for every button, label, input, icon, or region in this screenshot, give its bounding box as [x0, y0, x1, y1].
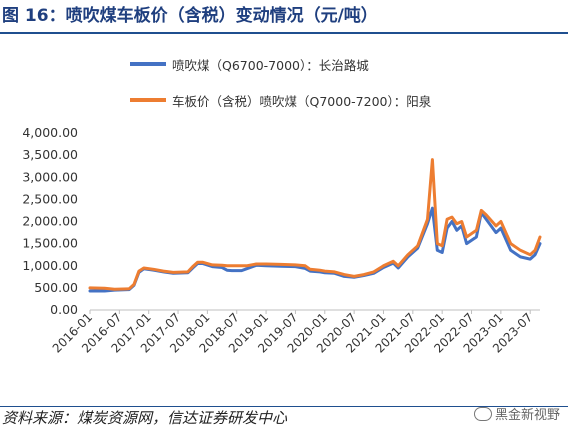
legend-label-series-1: 喷吹煤（Q6700-7000）：长治路城 [172, 57, 369, 73]
y-tick-label: 4,000.00 [22, 125, 78, 140]
source-note: 资料来源：煤炭资源网，信达证券研发中心 [2, 409, 288, 427]
y-tick-label: 2,500.00 [22, 191, 78, 206]
legend-item-series-2: 车板价（含税）喷吹煤（Q7000-7200）：阳泉 [130, 82, 431, 118]
y-tick-label: 3,500.00 [22, 147, 78, 162]
y-tick-label: 0.00 [50, 302, 78, 317]
line-chart: 0.00 500.00 1,000.00 1,500.00 2,000.00 2,500.… [22, 125, 542, 356]
legend-swatch-series-2 [130, 98, 166, 102]
legend-item-series-1: 喷吹煤（Q6700-7000）：长治路城 [130, 46, 431, 82]
watermark: 黑金新视野 [473, 404, 560, 423]
series-line-1 [88, 206, 542, 293]
chart-legend: 喷吹煤（Q6700-7000）：长治路城 车板价（含税）喷吹煤（Q7000-72… [130, 46, 431, 118]
source-divider [0, 406, 568, 407]
y-tick-label: 1,500.00 [22, 236, 78, 251]
y-tick-label: 3,000.00 [22, 169, 78, 184]
series-line-2 [88, 158, 542, 291]
legend-swatch-series-1 [130, 62, 166, 66]
figure-title: 图 16：喷吹煤车板价（含税）变动情况（元/吨） [2, 6, 378, 26]
legend-label-series-2: 车板价（含税）喷吹煤（Q7000-7200）：阳泉 [172, 93, 432, 109]
y-tick-label: 2,000.00 [22, 214, 78, 229]
y-tick-label: 500.00 [34, 280, 78, 295]
wechat-icon [473, 407, 492, 421]
watermark-text: 黑金新视野 [494, 408, 560, 423]
title-divider [0, 32, 568, 34]
y-tick-label: 1,000.00 [22, 258, 78, 273]
